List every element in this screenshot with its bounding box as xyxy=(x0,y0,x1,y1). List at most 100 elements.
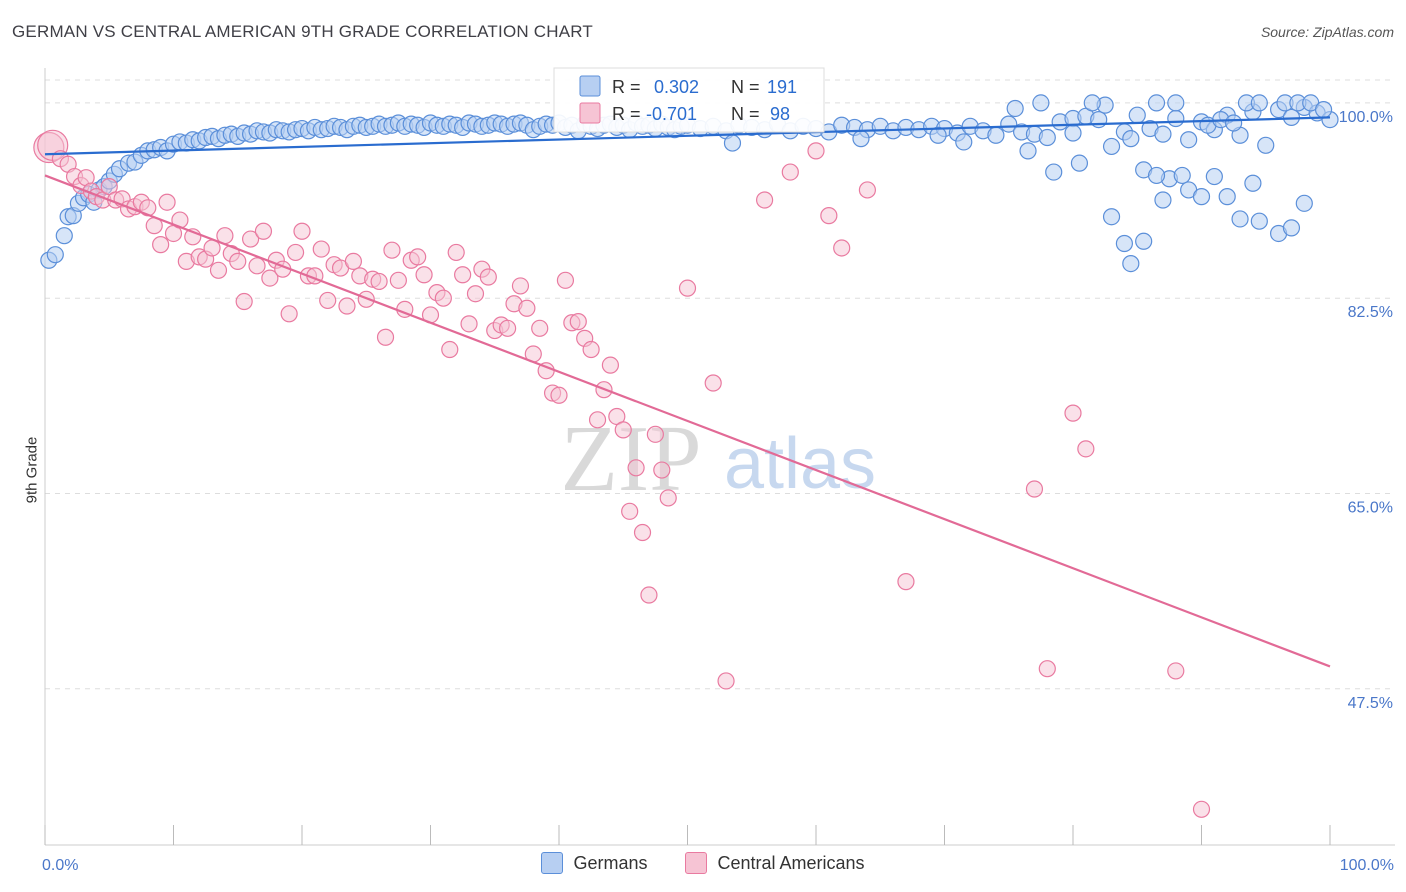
source-label: Source: ZipAtlas.com xyxy=(1260,24,1394,40)
x-tick-label-max: 100.0% xyxy=(1340,857,1394,874)
germans-point xyxy=(1180,131,1198,149)
central-americans-point xyxy=(254,222,273,240)
central-americans-point xyxy=(550,386,568,404)
legend-blue-r-label: R = xyxy=(612,77,641,97)
central-americans-point xyxy=(280,305,298,323)
germans-point xyxy=(1122,254,1140,273)
germans-point xyxy=(1147,166,1166,185)
central-americans-point xyxy=(678,279,697,297)
central-americans-point xyxy=(376,328,395,346)
axes xyxy=(44,68,1395,846)
germans-point xyxy=(46,246,64,264)
central-americans-point xyxy=(383,241,401,259)
y-tick-label: 47.5% xyxy=(1348,695,1393,712)
germans-point xyxy=(1154,191,1172,209)
germans-point xyxy=(1257,136,1275,154)
germans-point xyxy=(1006,99,1024,118)
central-americans-point xyxy=(858,181,877,199)
germans-point xyxy=(55,227,73,245)
germans-point xyxy=(723,134,742,152)
central-americans-point xyxy=(704,374,722,392)
germans-point xyxy=(1019,142,1037,160)
central-americans-point xyxy=(833,239,851,257)
central-americans-point xyxy=(621,502,639,520)
germans-point xyxy=(1167,94,1185,112)
legend-item-germans[interactable]: Germans xyxy=(541,852,647,874)
watermark: ZIP atlas xyxy=(561,407,877,511)
germans-point xyxy=(1167,109,1185,128)
central-americans-point xyxy=(499,319,517,337)
germans-point xyxy=(1102,137,1121,156)
central-americans-point xyxy=(441,340,459,359)
germans-point xyxy=(1128,106,1146,124)
tick-labels: 100.0% 82.5% 65.0% 47.5% 0.0% 100.0% xyxy=(42,109,1394,874)
central-americans-point xyxy=(209,261,228,279)
trend-lines xyxy=(44,116,1331,668)
central-americans-point xyxy=(158,193,176,211)
germans-point xyxy=(1115,234,1134,253)
central-americans-point xyxy=(242,230,260,248)
central-americans-trend-line xyxy=(44,174,1331,668)
germans-point xyxy=(1147,94,1166,112)
legend-label-germans: Germans xyxy=(573,852,648,873)
central-americans-point xyxy=(261,269,279,287)
germans-trend-line xyxy=(44,116,1331,156)
germans-point xyxy=(1250,94,1268,112)
central-americans-point xyxy=(820,207,838,225)
central-americans-point xyxy=(1038,660,1056,678)
germans-point xyxy=(1250,212,1268,230)
watermark-zip: ZIP xyxy=(561,407,702,511)
germans-point xyxy=(987,126,1005,144)
central-americans-point xyxy=(556,271,575,289)
central-americans-point xyxy=(479,268,497,286)
central-americans-point xyxy=(897,573,915,591)
central-americans-point xyxy=(370,272,388,291)
germans-point xyxy=(1173,166,1191,185)
legend-blue-r-value: 0.302 xyxy=(654,77,699,97)
y-tick-label: 100.0% xyxy=(1339,109,1393,126)
y-tick-label: 65.0% xyxy=(1348,499,1393,516)
central-americans-point xyxy=(235,292,253,311)
germans-point xyxy=(1102,208,1121,226)
central-americans-point xyxy=(415,266,433,284)
central-americans-point xyxy=(312,240,330,258)
central-americans-point xyxy=(248,257,266,275)
legend-swatch-central-americans xyxy=(685,852,708,874)
central-americans-point xyxy=(1077,440,1095,458)
x-tick-label-min: 0.0% xyxy=(42,857,78,874)
germans-point xyxy=(1045,163,1063,181)
central-americans-point xyxy=(409,248,427,266)
legend-pink-r-label: R = xyxy=(612,104,641,124)
stats-legend: R = 0.302 N = 191 R = -0.701 N = 98 xyxy=(553,67,825,133)
central-americans-point xyxy=(582,340,600,359)
germans-point xyxy=(1135,232,1153,250)
central-americans-point xyxy=(755,191,774,209)
germans-point xyxy=(1205,167,1223,186)
bottom-legend: Germans Central Americans xyxy=(0,852,1406,874)
central-americans-point xyxy=(511,277,530,295)
y-tick-label: 82.5% xyxy=(1348,304,1393,321)
central-americans-point xyxy=(293,222,311,240)
germans-point xyxy=(852,130,870,148)
central-americans-point xyxy=(633,523,652,542)
central-americans-point xyxy=(447,243,465,262)
legend-item-central-americans[interactable]: Central Americans xyxy=(685,852,865,874)
legend-blue-n-label: N = xyxy=(731,77,760,97)
central-americans-point xyxy=(1064,404,1082,422)
central-americans-point xyxy=(229,252,247,270)
germans-point xyxy=(1038,128,1056,147)
germans-point xyxy=(1192,188,1211,206)
legend-pink-n-value: 98 xyxy=(770,104,790,124)
legend-swatch-blue xyxy=(579,75,601,97)
central-americans-point xyxy=(344,252,362,270)
legend-label-central-americans: Central Americans xyxy=(717,852,865,873)
central-americans-point xyxy=(286,243,305,262)
germans-point xyxy=(1000,115,1018,133)
central-americans-point xyxy=(1025,480,1044,498)
central-americans-point xyxy=(454,266,472,284)
germans-point xyxy=(1064,124,1082,142)
central-americans-point xyxy=(152,236,170,254)
central-americans-point xyxy=(434,289,452,307)
central-americans-point xyxy=(1192,800,1211,818)
